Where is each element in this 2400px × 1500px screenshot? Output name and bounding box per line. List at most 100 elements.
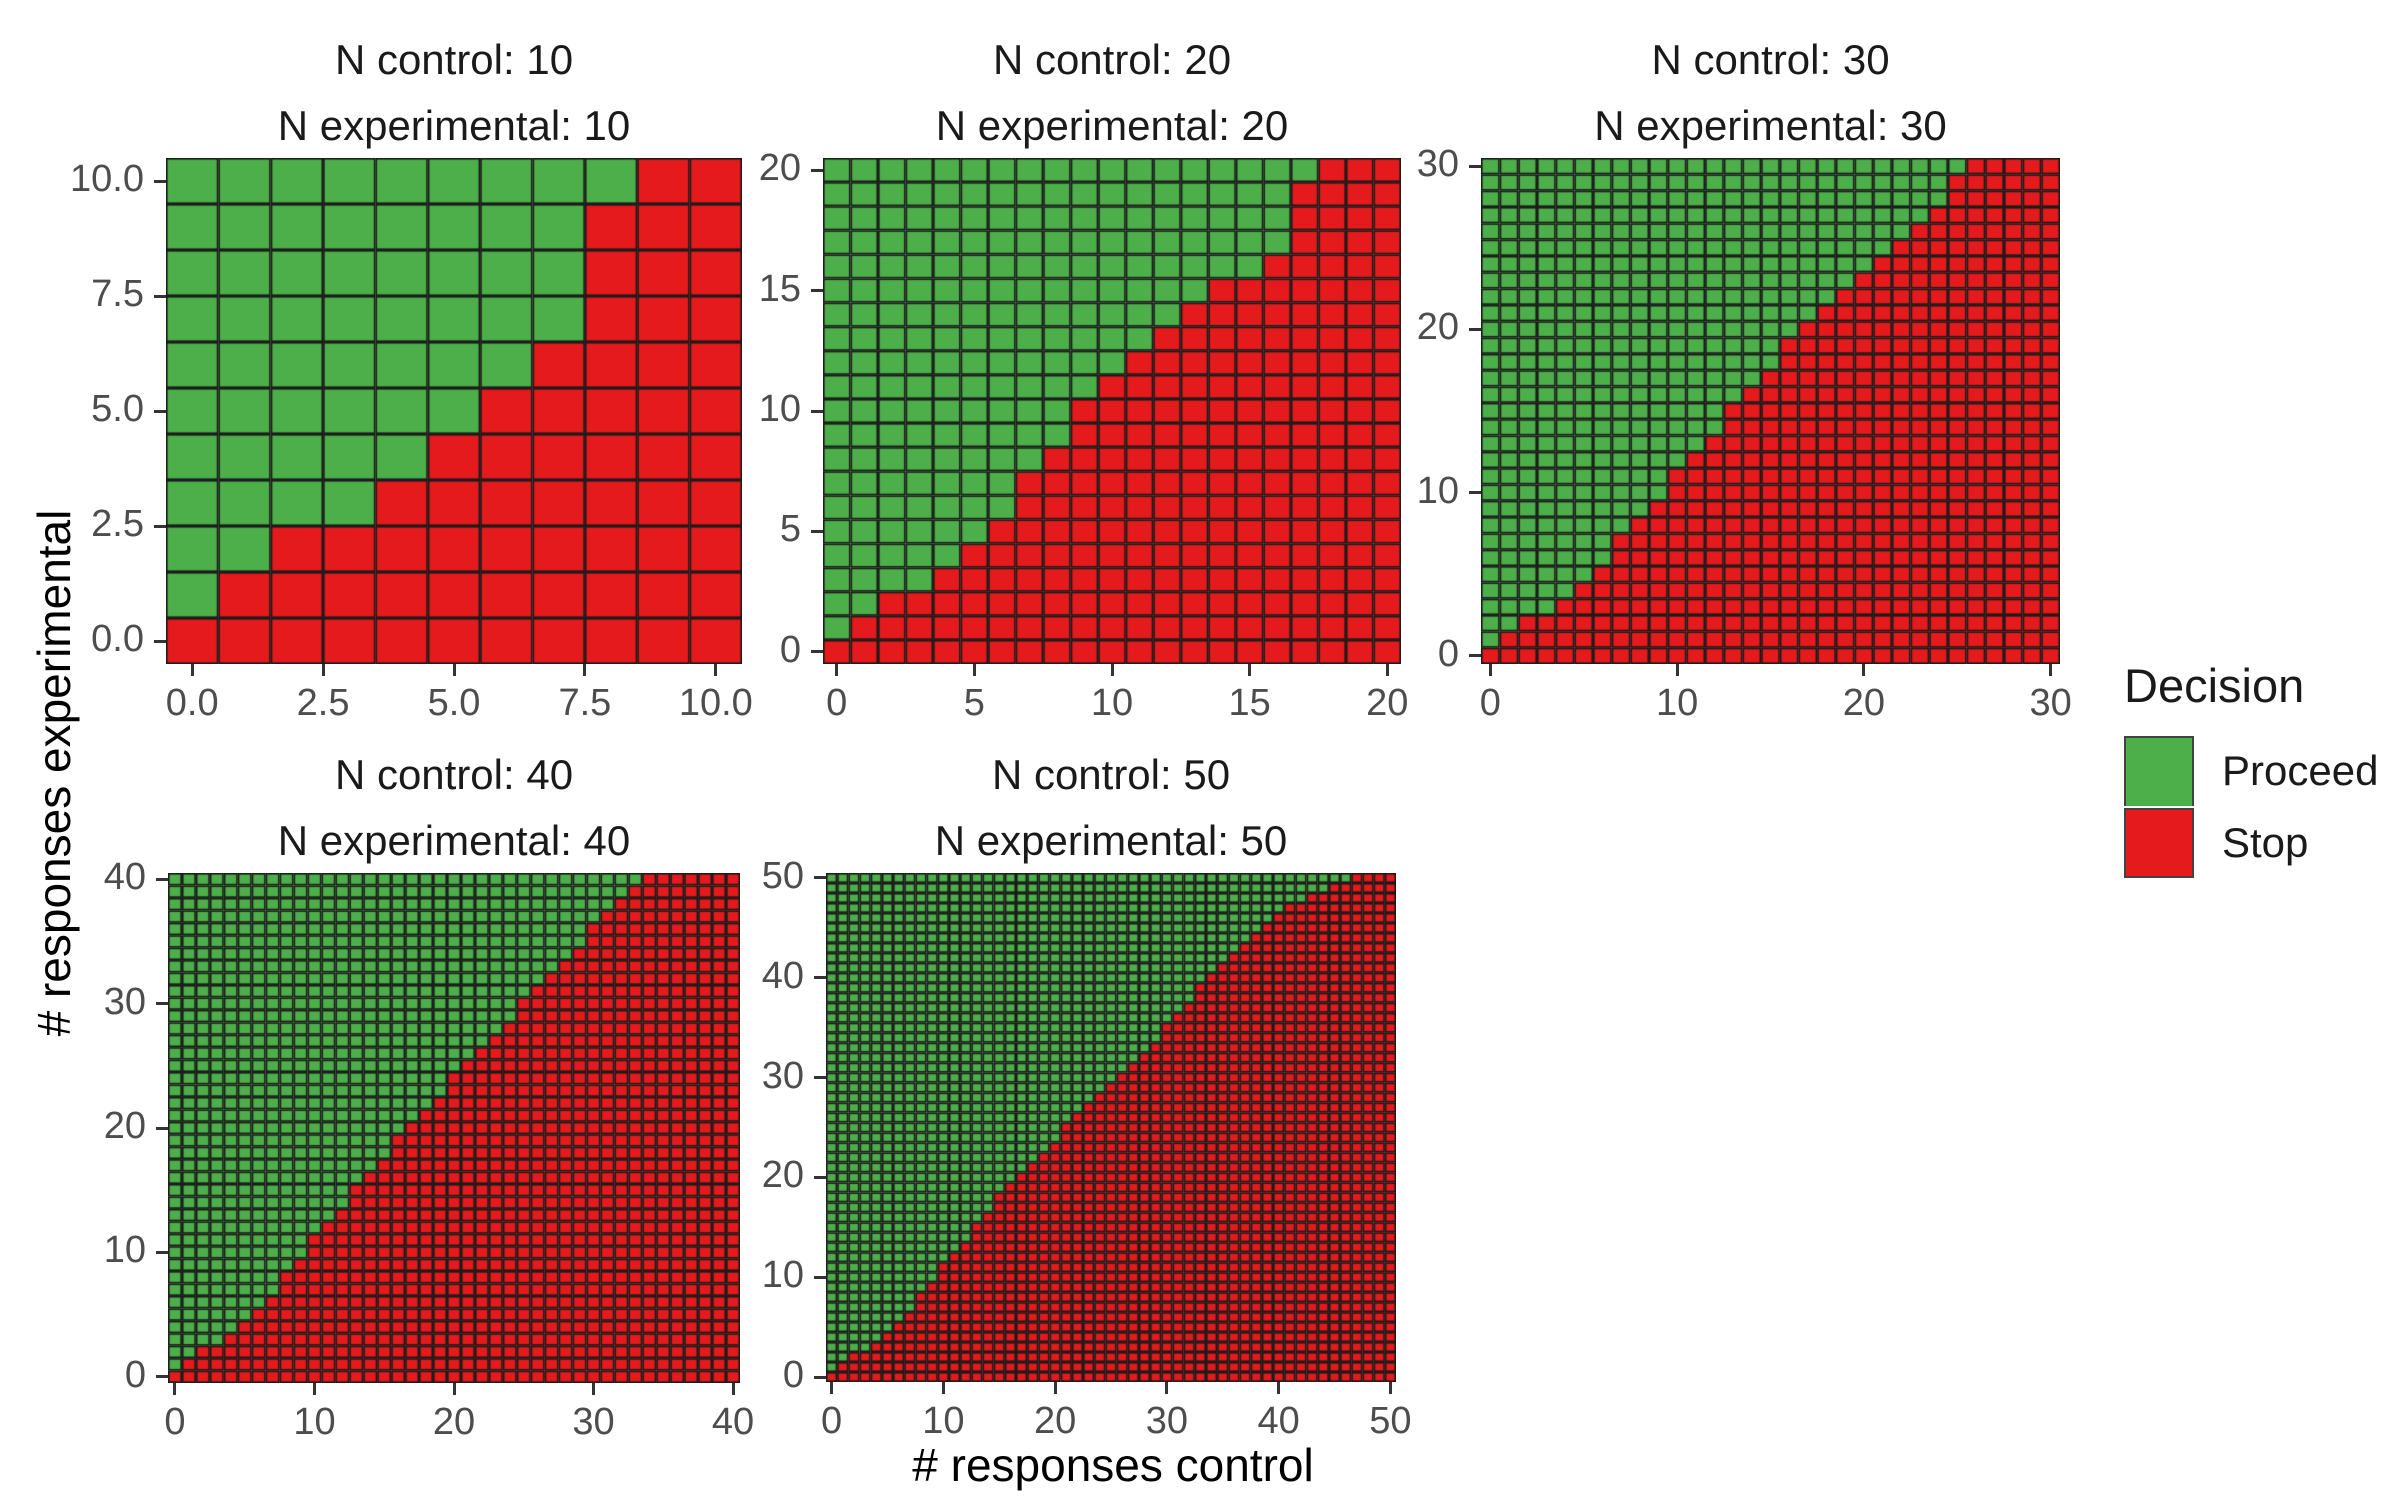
y-tick-mark bbox=[156, 1002, 168, 1006]
x-tick-label: 10 bbox=[922, 1400, 965, 1442]
x-tick-label: 10 bbox=[1655, 682, 1699, 724]
facet-title-control: N control: 50 bbox=[991, 751, 1231, 798]
x-tick-label: 0 bbox=[821, 1400, 843, 1442]
y-tick-mark bbox=[814, 1076, 826, 1080]
x-tick-mark bbox=[1675, 664, 1679, 676]
x-tick-label: 7.5 bbox=[558, 682, 612, 724]
y-tick-label: 0 bbox=[779, 628, 801, 671]
x-tick-label: 5.0 bbox=[427, 682, 481, 724]
x-tick-mark bbox=[835, 664, 839, 676]
x-tick-label: 0.0 bbox=[165, 682, 219, 724]
y-tick-label: 7.5 bbox=[91, 273, 144, 315]
x-tick-label: 20 bbox=[1842, 682, 1886, 724]
facet-panel-n50: N control: 50 N experimental: 50 0 10 20 30… bbox=[762, 751, 1412, 1442]
x-tick-mark bbox=[1110, 664, 1114, 676]
facet-title-experimental: N experimental: 20 bbox=[935, 102, 1289, 149]
y-tick-mark bbox=[811, 289, 823, 293]
x-tick-mark bbox=[2049, 664, 2053, 676]
heatmap-canvas bbox=[823, 158, 1401, 664]
x-tick-label: 40 bbox=[1257, 1400, 1300, 1442]
y-tick-label: 40 bbox=[761, 954, 804, 997]
x-tick-label: 30 bbox=[2029, 682, 2072, 724]
x-tick-label: 10 bbox=[293, 1401, 336, 1443]
x-tick-label: 30 bbox=[1145, 1400, 1189, 1442]
y-tick-label: 10 bbox=[761, 1254, 804, 1297]
x-tick-label: 10.0 bbox=[678, 682, 753, 724]
facet-panel-n40: N control: 40 N experimental: 40 0 10 20 30… bbox=[104, 751, 754, 1443]
x-tick-mark bbox=[731, 1383, 735, 1395]
x-tick-label: 20 bbox=[1366, 682, 1409, 724]
heatmap-canvas bbox=[1481, 158, 2060, 664]
facet-title-experimental: N experimental: 40 bbox=[277, 817, 631, 864]
y-tick-label: 10 bbox=[1416, 469, 1459, 512]
x-tick-mark bbox=[452, 1383, 456, 1395]
legend-title: Decision bbox=[2124, 659, 2305, 712]
x-tick-label: 10 bbox=[1090, 682, 1134, 724]
facet-title-control: N control: 20 bbox=[992, 36, 1232, 83]
y-tick-label: 50 bbox=[761, 855, 804, 897]
y-tick-label: 10 bbox=[758, 388, 801, 430]
y-tick-mark bbox=[814, 1375, 826, 1379]
y-tick-mark bbox=[156, 1250, 168, 1254]
legend-item-proceed: Proceed bbox=[2124, 735, 2378, 807]
y-tick-label: 0 bbox=[1437, 632, 1459, 675]
x-tick-mark bbox=[972, 664, 976, 676]
x-tick-mark bbox=[1053, 1382, 1057, 1394]
y-tick-mark bbox=[811, 529, 823, 533]
x-tick-mark bbox=[1248, 664, 1252, 676]
heatmap-canvas bbox=[166, 158, 742, 664]
y-tick-mark bbox=[811, 650, 823, 654]
x-tick-label: 2.5 bbox=[296, 682, 350, 724]
facet-panel-n20: N control: 20 N experimental: 20 0 5 10 15 2… bbox=[759, 36, 1409, 724]
y-tick-label: 40 bbox=[103, 856, 146, 899]
x-tick-label: 40 bbox=[711, 1401, 755, 1443]
y-tick-label: 5.0 bbox=[91, 388, 144, 430]
y-tick-label: 5 bbox=[779, 508, 801, 551]
x-tick-mark bbox=[190, 664, 194, 676]
y-tick-label: 20 bbox=[758, 147, 801, 190]
y-tick-label: 10.0 bbox=[70, 158, 144, 200]
facet-title-experimental: N experimental: 30 bbox=[1594, 102, 1947, 149]
facet-title-control: N control: 40 bbox=[334, 751, 574, 798]
x-tick-mark bbox=[1388, 1382, 1392, 1394]
x-tick-mark bbox=[830, 1382, 834, 1394]
y-tick-mark bbox=[154, 179, 166, 183]
y-tick-mark bbox=[1469, 327, 1481, 331]
x-tick-label: 0 bbox=[164, 1401, 186, 1443]
facet-title-control: N control: 10 bbox=[334, 36, 574, 83]
heatmap-canvas bbox=[168, 873, 740, 1383]
y-tick-mark bbox=[156, 1375, 168, 1379]
facet-title-experimental: N experimental: 10 bbox=[277, 102, 631, 149]
x-tick-mark bbox=[592, 1383, 595, 1395]
proceed-swatch-icon bbox=[2124, 736, 2194, 806]
y-tick-label: 20 bbox=[103, 1105, 146, 1147]
x-tick-label: 20 bbox=[1033, 1400, 1077, 1442]
x-tick-mark bbox=[312, 1383, 316, 1395]
x-tick-label: 15 bbox=[1228, 682, 1271, 724]
y-tick-mark bbox=[811, 168, 823, 172]
y-tick-label: 10 bbox=[103, 1229, 146, 1272]
x-tick-mark bbox=[452, 664, 456, 676]
y-tick-mark bbox=[154, 409, 166, 413]
x-tick-label: 0 bbox=[826, 682, 848, 724]
y-tick-label: 0 bbox=[124, 1353, 146, 1396]
heatmap-canvas bbox=[826, 873, 1396, 1382]
y-tick-mark bbox=[154, 639, 166, 643]
y-tick-label: 15 bbox=[758, 267, 801, 310]
y-tick-label: 2.5 bbox=[91, 503, 144, 545]
y-axis-title: # responses experimental bbox=[28, 509, 80, 1037]
y-tick-mark bbox=[814, 1275, 826, 1279]
facet-panel-n10: N control: 10 N experimental: 10 0.0 2.5 5… bbox=[70, 36, 753, 724]
y-tick-mark bbox=[1469, 491, 1481, 495]
x-tick-label: 5 bbox=[963, 682, 985, 724]
facet-panel-n30: N control: 30 N experimental: 30 0 10 20 30… bbox=[1417, 36, 2072, 724]
x-tick-mark bbox=[583, 664, 587, 676]
x-axis-title: # responses control bbox=[912, 1439, 1314, 1491]
y-tick-mark bbox=[154, 524, 166, 528]
y-tick-mark bbox=[156, 877, 168, 881]
x-tick-label: 30 bbox=[572, 1401, 615, 1443]
y-tick-label: 0.0 bbox=[91, 618, 144, 660]
y-tick-mark bbox=[1469, 164, 1481, 168]
y-tick-mark bbox=[814, 976, 826, 980]
